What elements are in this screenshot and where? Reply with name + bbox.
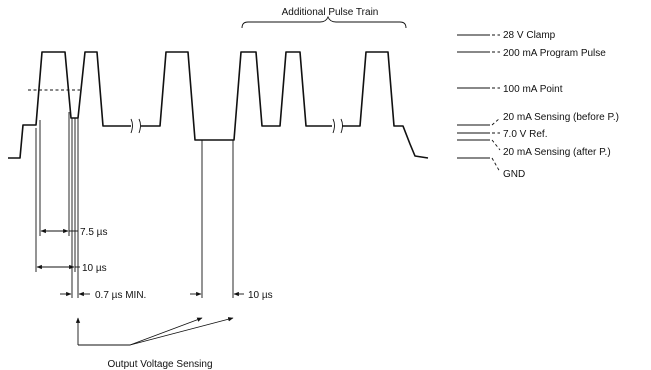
- additional-pulse-train-label: Additional Pulse Train: [282, 7, 379, 18]
- level-legend: [457, 34, 501, 173]
- level-label-program-pulse: 200 mA Program Pulse: [503, 48, 606, 59]
- output-voltage-sensing-label: Output Voltage Sensing: [107, 359, 212, 370]
- waveform: [8, 51, 429, 159]
- level-label-100ma-point: 100 mA Point: [503, 84, 563, 95]
- timing-label-t3: 0.7 µs MIN.: [95, 290, 146, 301]
- break-symbol-2: [332, 118, 343, 134]
- timing-label-t1: 7.5 µs: [80, 227, 107, 238]
- break-symbol-1: [130, 118, 141, 134]
- pulse-train-brace: [241, 15, 407, 29]
- timing-label-t4: 10 µs: [248, 290, 273, 301]
- timing-label-t2: 10 µs: [82, 263, 107, 274]
- level-label-sensing-after: 20 mA Sensing (after P.): [503, 147, 611, 158]
- level-label-sensing-before: 20 mA Sensing (before P.): [503, 112, 619, 123]
- sensing-arrows: [75, 317, 234, 346]
- level-label-clamp: 28 V Clamp: [503, 30, 556, 41]
- level-label-gnd: GND: [503, 169, 525, 180]
- level-label-ref: 7.0 V Ref.: [503, 129, 547, 140]
